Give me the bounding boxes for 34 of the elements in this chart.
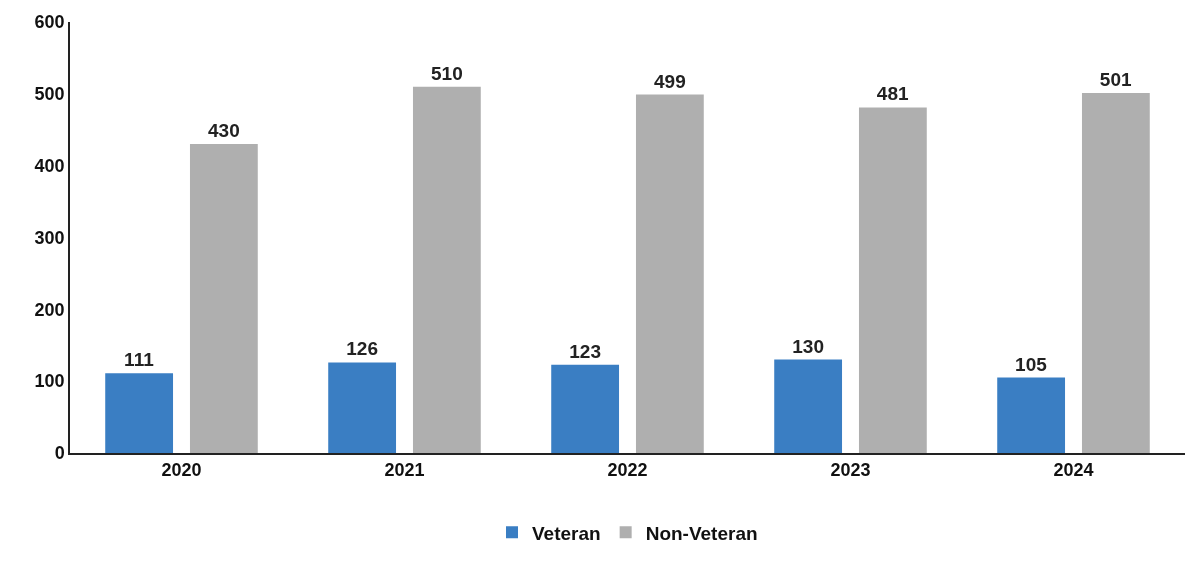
y-tick-label: 600 [34,12,65,33]
y-tick-label: 100 [34,371,65,392]
data-label: 105 [1015,353,1048,375]
bar [551,364,620,453]
data-label: 126 [346,338,378,360]
bar [635,94,704,453]
data-label: 130 [792,335,824,357]
x-tick-label: 2022 [607,460,648,481]
data-label: 499 [654,70,686,92]
bar [328,362,397,453]
x-tick-label: 2021 [384,460,425,481]
data-label: 111 [124,349,155,371]
x-tick-label: 2020 [161,460,202,481]
x-tick-label: 2023 [830,460,871,481]
bar [1081,93,1150,453]
bar [105,373,174,453]
data-label: 501 [1099,69,1132,91]
data-label: 481 [876,83,909,105]
legend-label: Non-Veteran [645,522,758,544]
bar [412,86,481,453]
y-tick-label: 0 [54,443,65,464]
x-tick-label: 2024 [1053,460,1094,481]
y-tick-label: 500 [34,84,65,105]
bar [858,107,927,453]
data-label: 430 [208,120,240,142]
data-label: 510 [431,62,463,84]
bar [189,144,258,453]
data-label: 123 [569,340,601,362]
bar [997,377,1066,453]
y-tick-label: 300 [34,227,65,248]
legend-label: Veteran [532,522,601,544]
y-tick-label: 200 [34,299,65,320]
y-tick-label: 400 [34,155,65,176]
bar [774,359,843,453]
